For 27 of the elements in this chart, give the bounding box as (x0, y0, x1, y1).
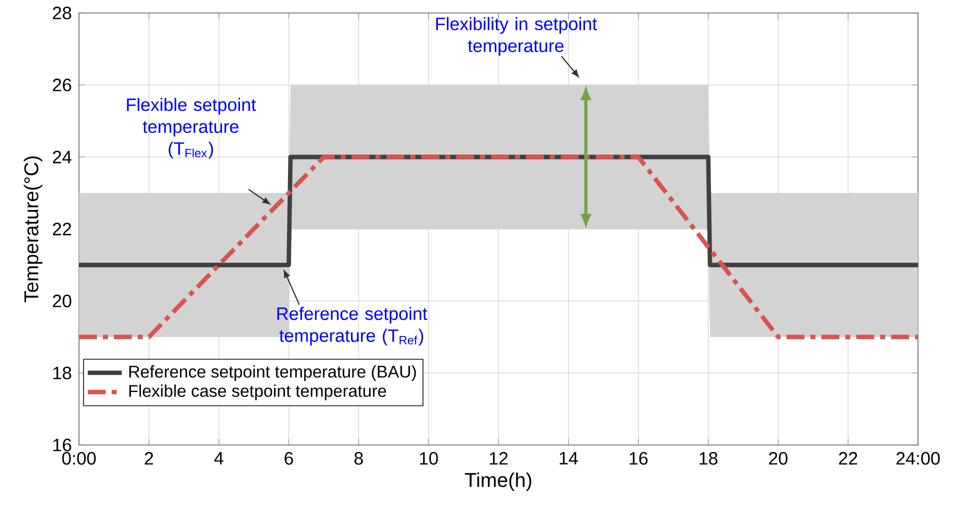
x-tick-label: 0:00 (62, 452, 96, 465)
x-tick-label: 12 (490, 452, 508, 465)
y-tick-label: 26 (52, 78, 72, 92)
x-tick-label: 10 (420, 452, 438, 465)
x-tick-label: 22 (839, 452, 858, 465)
legend-label: Flexible case setpoint temperature (129, 384, 386, 400)
x-axis-title: Time(h) (464, 472, 532, 492)
x-tick-label: 18 (700, 452, 718, 465)
annotation: Flexible setpoint temperature (T$_{Flex}$) (127, 98, 256, 158)
y-tick-label: 28 (52, 6, 72, 20)
y-axis-title: Temperature(°C) (24, 156, 42, 302)
y-tick-label: 18 (53, 366, 72, 380)
legend-label: Reference setpoint temperature (BAU) (129, 365, 416, 382)
x-tick-label: 6 (284, 452, 293, 465)
annotation: Flexibility in setpoint temperature (436, 17, 598, 56)
x-tick-label: 20 (769, 452, 788, 465)
x-tick-label: 2 (144, 452, 153, 465)
y-tick-label: 24 (52, 150, 72, 164)
y-tick-label: 16 (53, 438, 72, 452)
y-tick-label: 20 (52, 294, 72, 308)
x-tick-label: 24:00 (896, 452, 940, 465)
x-tick-label: 16 (630, 452, 648, 465)
x-tick-label: 14 (560, 452, 578, 464)
y-tick-label: 22 (52, 222, 72, 236)
annotation: Reference setpoint temperature (T$_{Ref}$) (277, 306, 428, 346)
x-tick-label: 4 (214, 452, 224, 464)
x-tick-label: 8 (354, 452, 363, 465)
